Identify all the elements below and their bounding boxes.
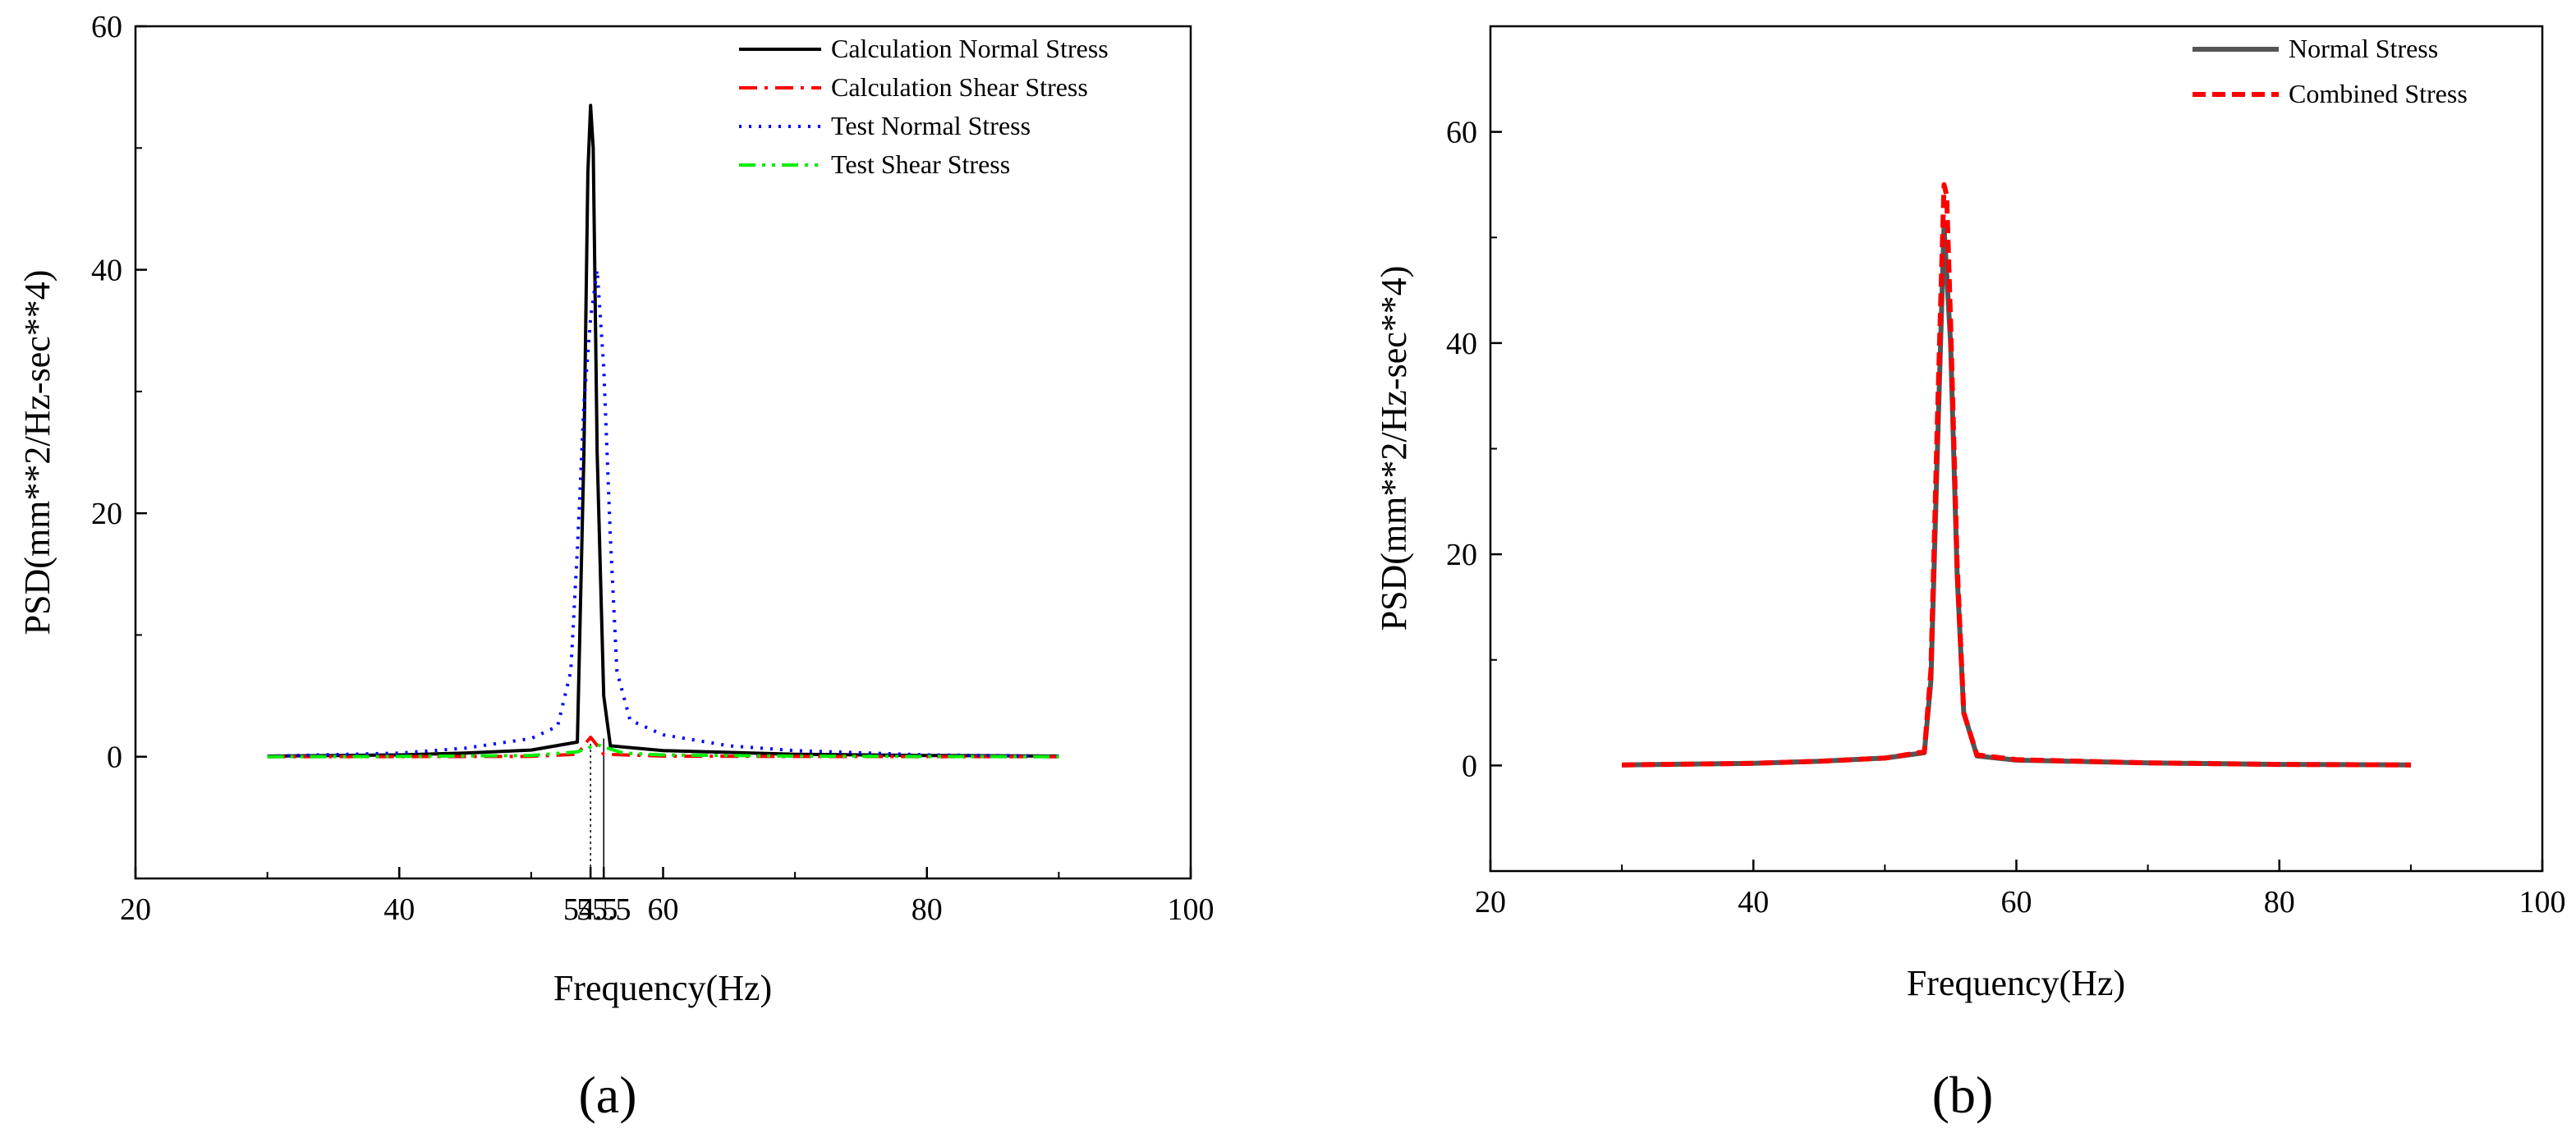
y-tick-label: 0 <box>1462 749 1477 783</box>
x-tick-label: 54.5 <box>563 892 618 927</box>
series-line <box>267 103 1059 758</box>
series-line <box>1622 181 2411 768</box>
y-tick-label: 60 <box>1446 116 1477 150</box>
y-tick-label: 40 <box>1446 327 1477 361</box>
legend-entry: Normal Stress <box>2289 34 2438 63</box>
x-tick-label: 20 <box>120 892 151 927</box>
legend-entry: Calculation Shear Stress <box>831 72 1088 102</box>
panel-a: 20 40 54.555.5 60 80 100 0 20 40 60 Frequency(Hz)… <box>17 10 1215 1124</box>
series-line <box>267 736 1059 759</box>
y-tick-label: 40 <box>91 254 122 288</box>
y-axis-label: PSD(mm**2/Hz-sec**4) <box>1374 266 1414 631</box>
panel-label-a: (a) <box>578 1066 636 1124</box>
x-tick-label: 100 <box>2519 885 2566 920</box>
x-axis-label: Frequency(Hz) <box>553 968 772 1008</box>
panel-label-b: (b) <box>1932 1066 1994 1124</box>
y-tick-label: 20 <box>1446 538 1477 572</box>
legend: Calculation Normal Stress Calculation She… <box>739 34 1109 179</box>
y-tick-label: 0 <box>107 741 122 775</box>
x-tick-label: 20 <box>1475 885 1506 920</box>
series-line <box>267 742 1059 759</box>
x-tick-label: 40 <box>383 892 415 927</box>
x-tick-label: 40 <box>1738 885 1769 920</box>
panel-b: 20 40 60 80 100 0 20 40 60 Frequency(Hz) PSD(mm*… <box>1374 25 2566 1124</box>
legend-entry: Test Normal Stress <box>831 111 1031 140</box>
legend: Normal Stress Combined Stress <box>2193 34 2468 108</box>
x-tick-label: 80 <box>2264 885 2295 920</box>
x-tick-label: 55.5 <box>576 892 631 927</box>
legend-entry: Test Shear Stress <box>831 149 1010 179</box>
y-tick-label: 20 <box>91 497 122 531</box>
x-axis-label: Frequency(Hz) <box>1907 963 2125 1003</box>
x-tick-label: 60 <box>2001 885 2032 920</box>
x-tick-label: 60 <box>648 892 679 927</box>
y-axis-label: PSD(mm**2/Hz-sec**4) <box>17 270 57 635</box>
x-tick-label: 80 <box>911 892 943 927</box>
legend-entry: Combined Stress <box>2289 79 2468 108</box>
y-tick-label: 60 <box>91 10 122 44</box>
x-tick-label: 100 <box>1168 892 1215 927</box>
legend-entry: Calculation Normal Stress <box>831 34 1109 63</box>
